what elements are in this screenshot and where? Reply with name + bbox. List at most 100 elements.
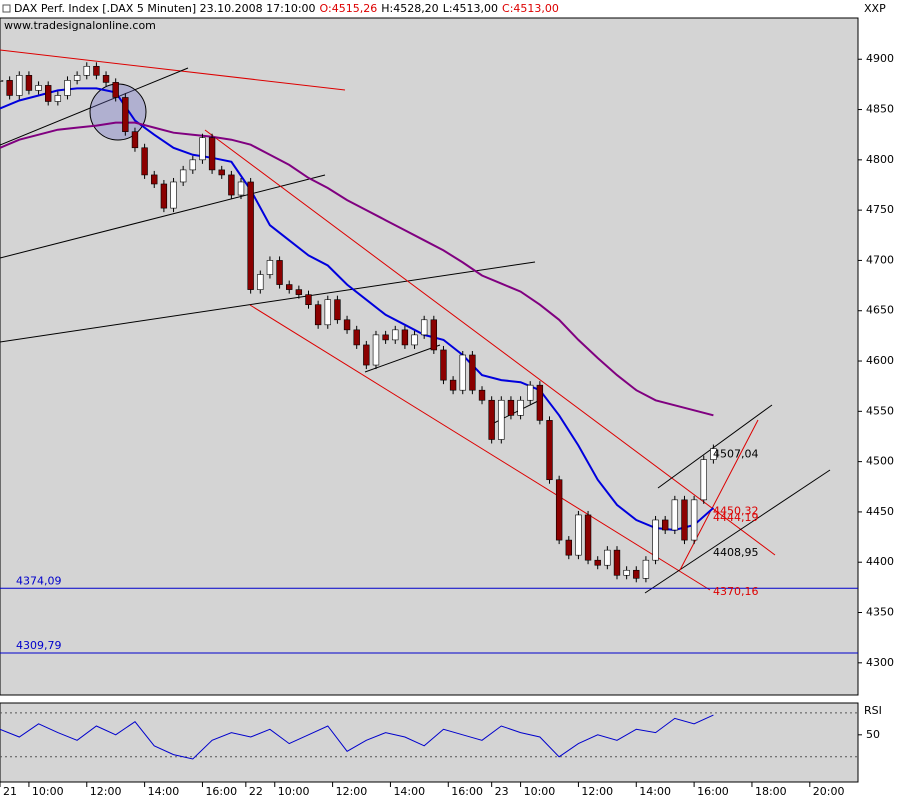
candle-body [700, 459, 707, 501]
candle-body [449, 379, 457, 391]
candle-body [305, 294, 312, 305]
price-annotation: 4370,16 [713, 585, 759, 598]
horizontal-line-label: 4309,79 [16, 639, 62, 652]
candle-body [170, 181, 177, 209]
header-icon [2, 4, 11, 13]
candle-body [633, 569, 640, 579]
moving-average [0, 87, 715, 532]
horizontal-line-label: 4374,09 [16, 574, 62, 587]
candle-body [430, 319, 438, 351]
candle-body [64, 80, 71, 96]
candle-body [160, 183, 168, 209]
candle-body [199, 137, 206, 161]
x-tick-label: 16:00 [205, 785, 237, 798]
candle-body [642, 559, 650, 579]
x-tick-label: 16:00 [697, 785, 729, 798]
header-open: O:4515,26 [320, 2, 378, 15]
candle-body [594, 559, 601, 566]
x-tick-label: 12:00 [581, 785, 613, 798]
header-low: L:4513,00 [443, 2, 498, 15]
candle-body [343, 319, 351, 331]
candle-body [266, 260, 274, 275]
trend-line [657, 404, 773, 489]
candle-body [228, 174, 235, 196]
candle-body [623, 569, 630, 576]
candle-body [527, 384, 534, 401]
price-annotation: 4450,32 [713, 505, 759, 518]
price-annotation: 4408,95 [713, 546, 759, 559]
y-tick-label: 4850 [866, 103, 894, 116]
candle-body [517, 399, 524, 416]
x-tick-label: 12:00 [336, 785, 368, 798]
header-close: C:4513,00 [502, 2, 559, 15]
trend-lines [0, 49, 831, 594]
x-tick-label: 10:00 [278, 785, 310, 798]
candle-body [420, 319, 428, 336]
x-tick-label: 10:00 [524, 785, 556, 798]
candle-body [661, 519, 669, 531]
candle-body [122, 97, 129, 132]
candle-body [459, 354, 466, 391]
candle-body [54, 95, 62, 102]
candle-body [555, 479, 563, 541]
candle-body [652, 519, 659, 561]
candle-body [151, 174, 158, 185]
candle-body [353, 329, 360, 346]
x-tick-label: 14:00 [393, 785, 425, 798]
candle-body [690, 499, 698, 541]
candle-body [73, 75, 81, 81]
trend-line [204, 129, 776, 556]
candle-body [478, 389, 486, 401]
y-tick-label: 4550 [866, 404, 894, 417]
candle-body [584, 514, 592, 561]
header: DAX Perf. Index [.DAX 5 Minuten] 23.10.2… [14, 2, 559, 15]
trend-line [0, 67, 189, 146]
candle-body [604, 549, 611, 566]
x-tick-label: 20:00 [813, 785, 845, 798]
candle-body [536, 384, 544, 421]
candle-body [276, 260, 283, 285]
candle-body [131, 131, 139, 149]
price-panel [0, 17, 859, 696]
y-tick-label: 4450 [866, 505, 894, 518]
candle-body [45, 85, 52, 102]
candle-body [613, 549, 621, 576]
candle-body [372, 334, 380, 366]
candle-body [488, 399, 495, 440]
candle-body [565, 539, 572, 556]
candle-body [440, 349, 447, 381]
trend-line [364, 344, 441, 373]
moving-average [0, 121, 714, 417]
candle-body [208, 137, 216, 171]
y-tick-label: 4900 [866, 52, 894, 65]
rsi-line [0, 714, 714, 760]
y-tick-label: 4350 [866, 606, 894, 619]
trend-line [0, 174, 326, 259]
header-high: H:4528,20 [381, 2, 438, 15]
x-tick-label: 12:00 [90, 785, 122, 798]
candle-body [25, 75, 33, 91]
header-title: DAX Perf. Index [.DAX 5 Minuten] 23.10.2… [14, 2, 316, 15]
candle-body [189, 159, 197, 171]
candle-body [83, 65, 90, 76]
candle-body [681, 499, 688, 541]
candle-body [575, 514, 582, 556]
candle-body [179, 169, 187, 183]
candle-body [363, 344, 370, 366]
candle-body [411, 334, 418, 346]
x-tick-label: 14:00 [639, 785, 671, 798]
candle-body [507, 399, 515, 416]
price-annotation: 4507,04 [713, 448, 759, 461]
x-tick-label: 16:00 [451, 785, 483, 798]
trend-line [644, 469, 831, 594]
candle-body [469, 354, 476, 391]
y-tick-label: 4800 [866, 153, 894, 166]
candle-body [237, 181, 245, 196]
trend-line [249, 304, 711, 591]
x-tick-label: 23 [495, 785, 509, 798]
rsi-label: RSI [864, 704, 882, 717]
candle-body [498, 399, 505, 440]
candle-body [0, 80, 4, 82]
candle-body [710, 448, 717, 460]
